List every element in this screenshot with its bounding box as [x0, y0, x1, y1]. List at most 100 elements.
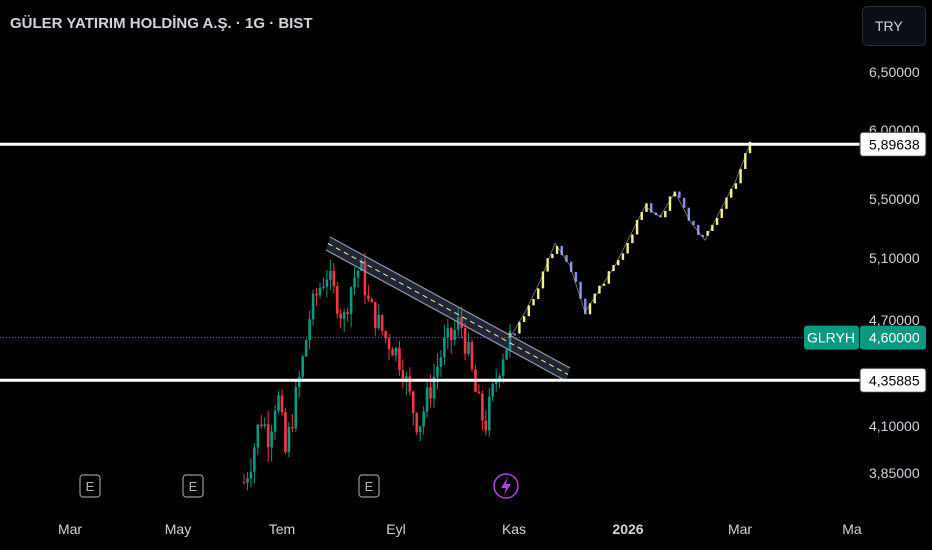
candle [297, 376, 301, 388]
candles [242, 252, 512, 491]
projection-bar [588, 303, 592, 315]
projection-bar [715, 218, 719, 225]
candle [443, 337, 446, 358]
projection-bar [513, 333, 516, 336]
candle [425, 387, 429, 412]
y-tick-label: 4,10000 [869, 418, 920, 434]
candle [463, 328, 467, 354]
projection-bar [527, 305, 531, 317]
x-tick-label: Tem [269, 521, 295, 537]
candle [418, 426, 422, 433]
candle [253, 447, 256, 472]
candle [360, 260, 363, 271]
candle [477, 391, 481, 394]
candle [456, 317, 460, 330]
candle [301, 356, 305, 377]
candle [263, 424, 267, 427]
candle [380, 315, 384, 332]
currency-button[interactable]: TRY [862, 6, 926, 46]
candle [246, 478, 249, 483]
projection-bar [682, 197, 686, 208]
projection-bar [541, 271, 545, 289]
projection-bar [621, 253, 625, 260]
candle [256, 424, 260, 448]
candle [259, 424, 263, 427]
projection-bar [537, 288, 540, 299]
candle [287, 427, 291, 452]
candle [498, 375, 501, 382]
projection-bar [729, 188, 733, 198]
level-price-label: 5,89638 [869, 136, 920, 152]
channel-upper [329, 236, 571, 369]
projection-bar [649, 203, 653, 213]
candle [377, 315, 381, 329]
projection-bar [617, 259, 620, 266]
y-tick-label: 3,85000 [869, 465, 920, 481]
projection-bar [565, 255, 568, 262]
projection-bar [701, 234, 705, 237]
candle [332, 270, 336, 287]
projection-bar [706, 231, 709, 236]
y-tick-label: 6,50000 [869, 64, 920, 80]
candle [353, 277, 356, 288]
earnings-icon [182, 474, 204, 498]
candle [439, 357, 443, 367]
x-tick-label: May [165, 521, 191, 537]
candle [370, 299, 374, 303]
candle [401, 369, 405, 383]
bolt-icon [501, 477, 511, 495]
x-tick-label: Kas [502, 521, 526, 537]
candle [363, 260, 367, 296]
candle [304, 340, 308, 357]
projection-bar [593, 293, 596, 304]
projection-bar [697, 224, 700, 235]
projection-bar [560, 245, 563, 256]
candle [242, 482, 246, 484]
candle [280, 395, 284, 413]
levels [0, 142, 860, 382]
candle [394, 348, 398, 356]
projection-bar [635, 220, 639, 235]
candle [367, 295, 370, 300]
candle [505, 349, 508, 360]
projection-bar [602, 283, 606, 286]
candle [273, 410, 277, 432]
projection-bar [744, 153, 747, 169]
candle [335, 286, 339, 314]
projection-bar [725, 197, 728, 209]
candle [356, 270, 360, 278]
earnings-label: E [86, 479, 95, 494]
projection-bar [546, 258, 549, 272]
projection-bar [640, 211, 643, 221]
projection-bar [711, 224, 714, 232]
candle [449, 328, 453, 340]
y-tick-label: 4,70000 [869, 312, 920, 328]
x-tick-label: Mar [728, 521, 752, 537]
level-price-tag [859, 367, 927, 393]
candle [291, 427, 294, 429]
current-price-label: 4,60000 [869, 330, 920, 346]
x-tick-label: Ma [842, 521, 862, 537]
candle [408, 376, 412, 392]
projection-bar [678, 191, 681, 198]
projection-bar [687, 207, 691, 221]
projection-bar [569, 261, 573, 272]
candle [277, 395, 280, 411]
candle [284, 412, 287, 452]
candle [318, 288, 322, 296]
projection-bar [734, 183, 738, 189]
candle [436, 366, 439, 377]
candle [470, 342, 474, 370]
projection-bar [518, 322, 521, 334]
candle [491, 384, 495, 397]
candle [373, 302, 377, 329]
projection-bar [664, 210, 667, 218]
projection-bar [579, 281, 582, 299]
candle [481, 393, 484, 421]
candle [311, 293, 315, 320]
candle [270, 431, 273, 448]
x-tick-label: 2026 [612, 521, 643, 537]
candle [422, 411, 425, 427]
candle [349, 287, 353, 315]
